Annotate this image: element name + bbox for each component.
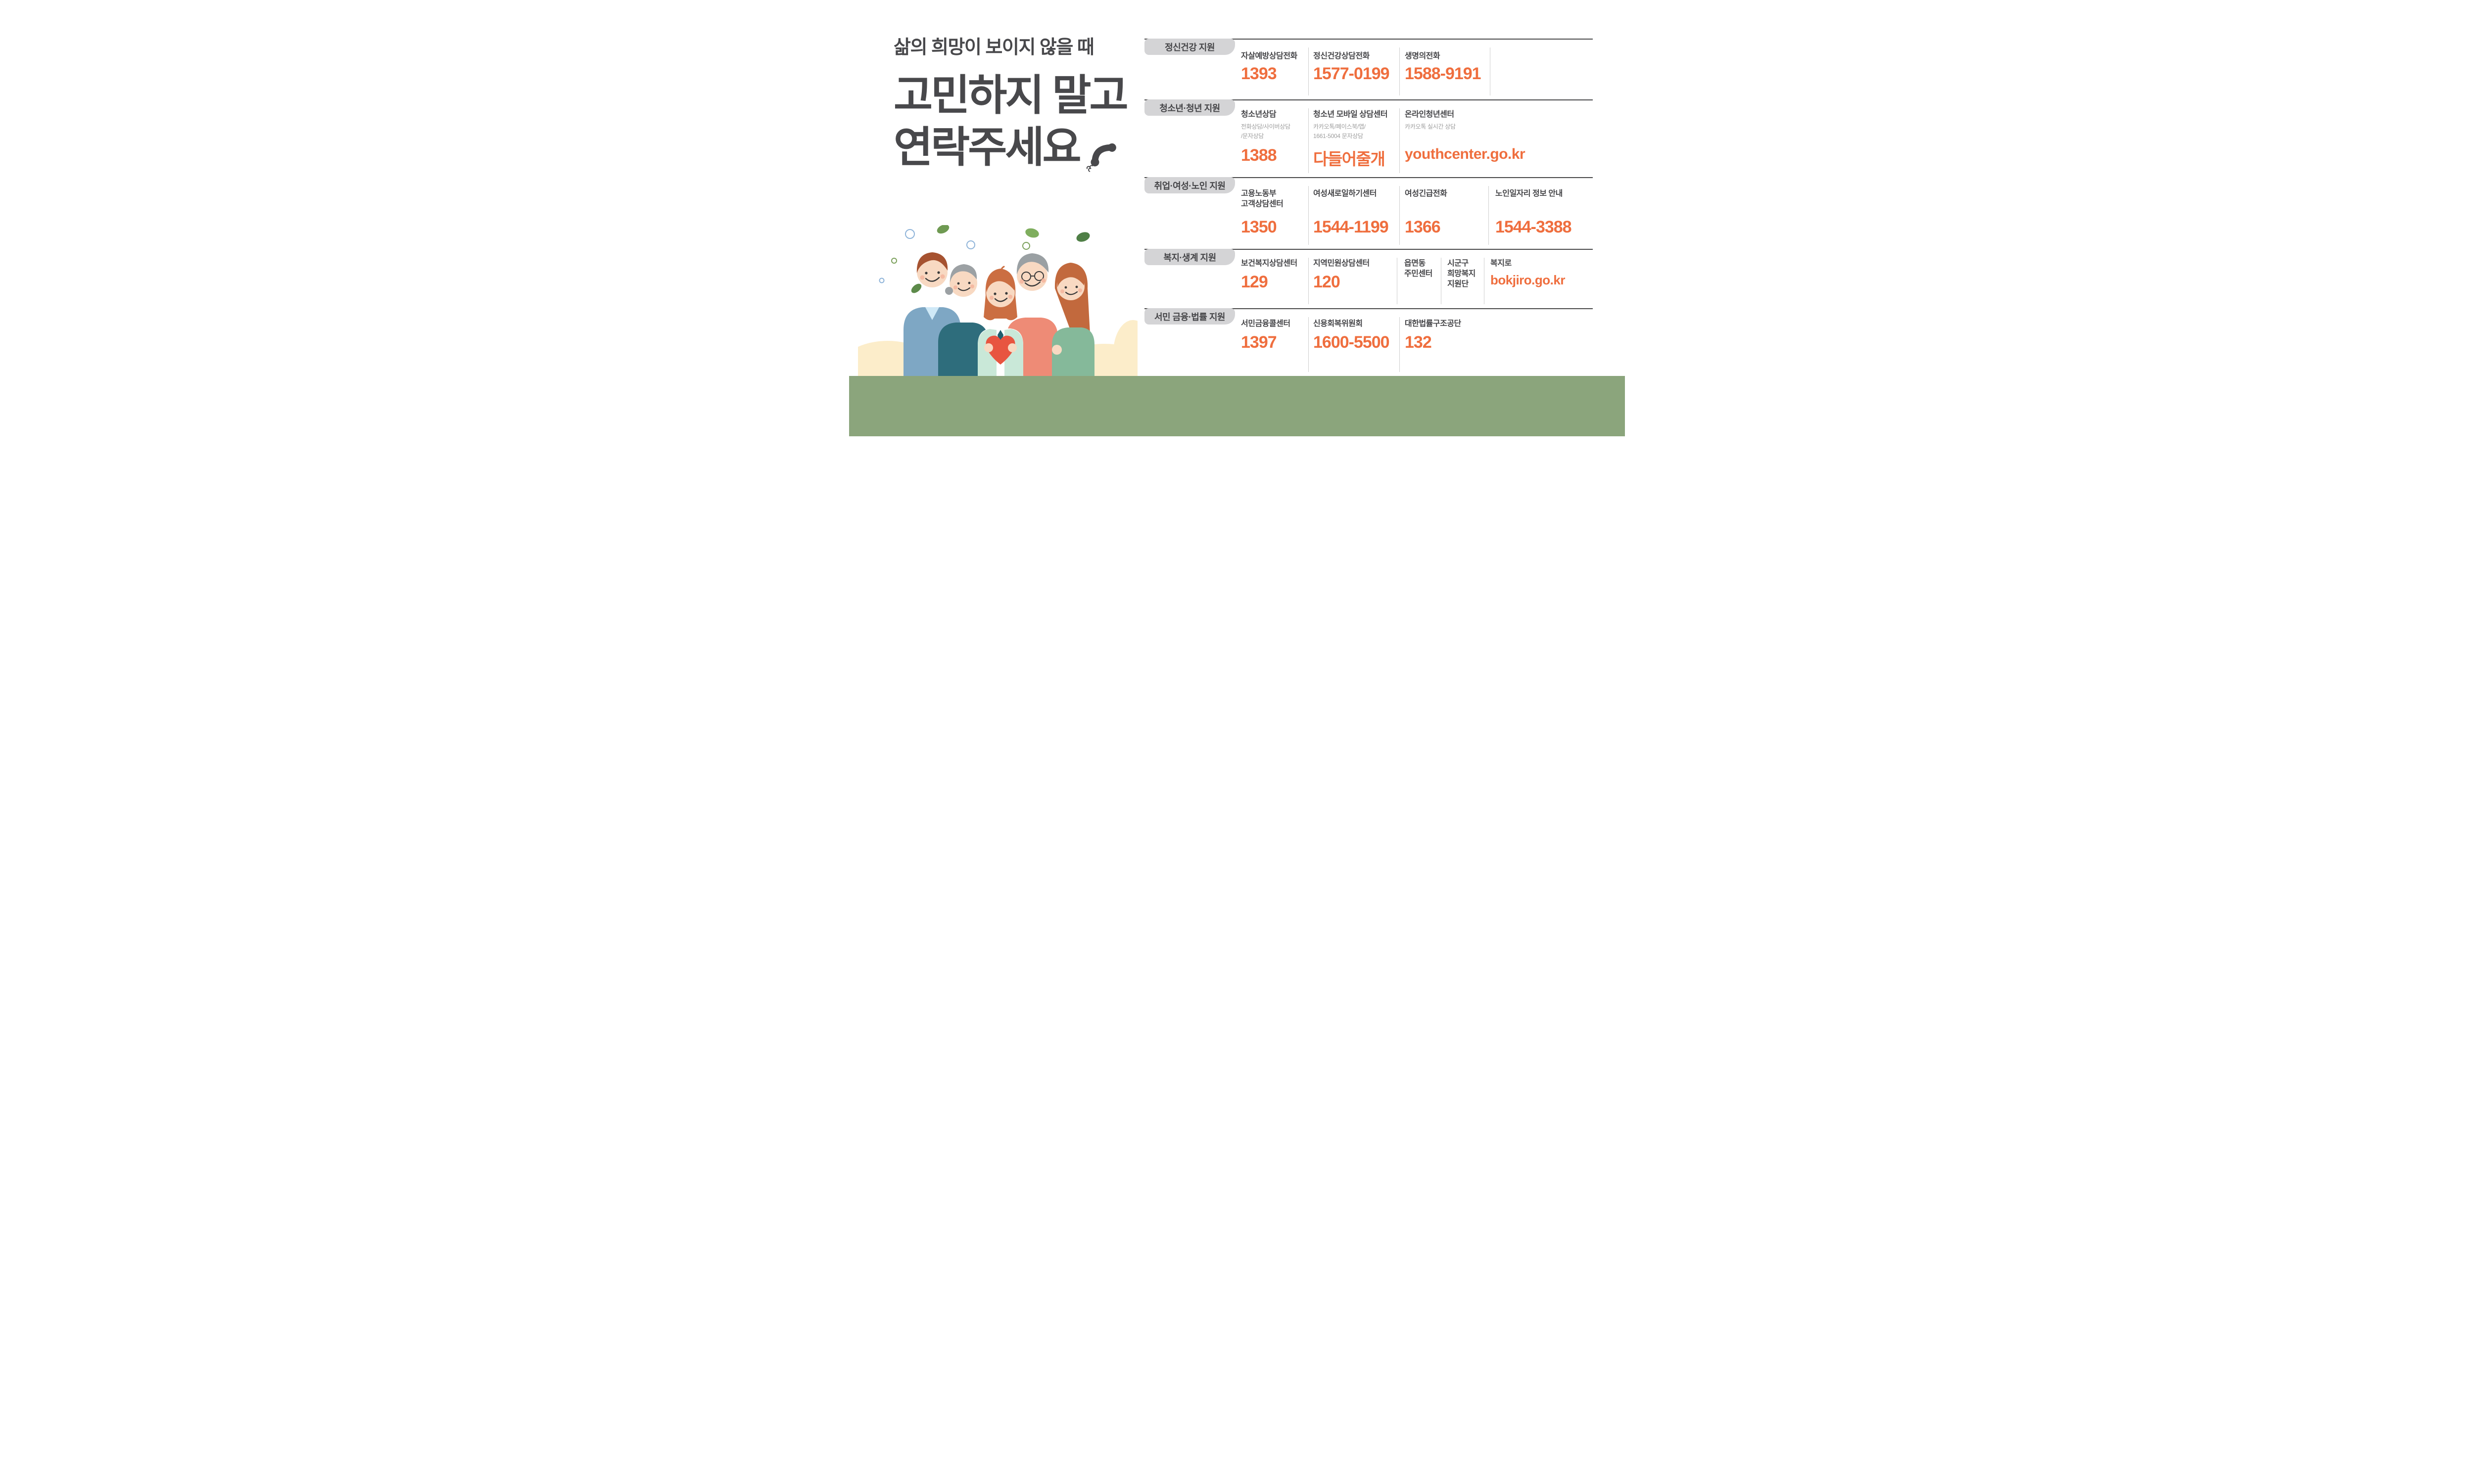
- column-label: 신용회복위원회: [1313, 320, 1363, 328]
- column-value: 132: [1405, 333, 1432, 352]
- column-label: 고용노동부 고객상담센터: [1241, 189, 1284, 209]
- column-label: 청소년상담: [1241, 110, 1277, 119]
- column-divider: [1399, 186, 1400, 245]
- person-young-woman: [1052, 263, 1094, 376]
- column-value: 1544-1199: [1313, 218, 1389, 236]
- column-value: 1350: [1241, 218, 1277, 236]
- column-value: youthcenter.go.kr: [1405, 146, 1525, 162]
- section-tab: 서민 금융·법률 지원: [1144, 308, 1235, 325]
- headline: 삶의 희망이 보이지 않을 때 고민하지 말고 연락주세요: [894, 32, 1129, 174]
- heart-icon: [986, 335, 1015, 365]
- column-sub-label: 전화상담/사이버상담 /문자상담: [1241, 123, 1290, 139]
- column-divider: [1308, 258, 1309, 304]
- phone-handset-icon: [1085, 139, 1120, 179]
- column-value: 1600-5500: [1313, 333, 1390, 352]
- column-value: 1388: [1241, 146, 1277, 165]
- column-value: 120: [1313, 273, 1340, 291]
- footer: 보건복지부Ministry of Health and Welfare 한국생명…: [849, 376, 1625, 436]
- headline-line3: 연락주세요: [894, 123, 1082, 171]
- column-label: 대한법률구조공단: [1405, 320, 1461, 328]
- family-illustration: [849, 224, 1156, 398]
- column-divider: [1488, 186, 1489, 245]
- column-value: 1366: [1405, 218, 1441, 236]
- person-girl-with-heart: [978, 266, 1023, 376]
- column-label: 복지로: [1490, 259, 1512, 268]
- column-value: 1577-0199: [1313, 64, 1390, 83]
- column-value: 129: [1241, 273, 1268, 291]
- column-label: 정신건강상담전화: [1313, 52, 1370, 60]
- section-tab: 복지·생계 지원: [1144, 249, 1235, 265]
- column-value: bokjiro.go.kr: [1490, 273, 1565, 287]
- column-value: 1397: [1241, 333, 1277, 352]
- column-divider: [1308, 317, 1309, 372]
- column-value: 1588-9191: [1405, 64, 1481, 83]
- section-tab: 취업·여성·노인 지원: [1144, 177, 1235, 193]
- section-tab: 청소년·청년 지원: [1144, 99, 1235, 116]
- column-label: 여성긴급전화: [1405, 189, 1447, 198]
- section-top-rule: [1144, 249, 1593, 250]
- column-divider: [1308, 47, 1309, 95]
- section-tab: 정신건강 지원: [1144, 39, 1235, 55]
- column-label: 시군구 희망복지 지원단: [1447, 259, 1475, 289]
- column-divider: [1308, 186, 1309, 245]
- column-label: 청소년 모바일 상담센터: [1313, 110, 1388, 119]
- column-divider: [1399, 47, 1400, 95]
- headline-sub: 삶의 희망이 보이지 않을 때: [894, 37, 1094, 58]
- column-label: 서민금융콜센터: [1241, 320, 1290, 328]
- column-sub-label: 카카오톡 실시간 상담: [1405, 123, 1456, 130]
- leaf-icon: [937, 224, 950, 234]
- section-top-rule: [1144, 39, 1593, 40]
- section-top-rule: [1144, 308, 1593, 309]
- column-label: 읍면동 주민센터: [1404, 259, 1432, 278]
- column-label: 노인일자리 정보 안내: [1495, 189, 1563, 198]
- column-value: 다들어줄개: [1313, 150, 1385, 168]
- column-divider: [1399, 108, 1400, 173]
- headline-line2: 고민하지 말고: [894, 72, 1129, 119]
- column-divider: [1308, 108, 1309, 173]
- column-value: 1544-3388: [1495, 218, 1572, 236]
- column-label: 생명의전화: [1405, 52, 1440, 60]
- column-label: 지역민원상담센터: [1313, 259, 1370, 268]
- column-label: 자살예방상담전화: [1241, 52, 1297, 60]
- column-sub-label: 카카오톡/페이스북/앱/ 1661-5004 문자상담: [1313, 123, 1366, 139]
- section-top-rule: [1144, 177, 1593, 178]
- column-label: 여성새로일하기센터: [1313, 189, 1377, 198]
- poster: 삶의 희망이 보이지 않을 때 고민하지 말고 연락주세요: [849, 0, 1625, 436]
- person-older-woman: [938, 264, 989, 376]
- section-top-rule: [1144, 99, 1593, 100]
- column-label: 온라인청년센터: [1405, 110, 1454, 119]
- column-value: 1393: [1241, 64, 1277, 83]
- column-divider: [1399, 317, 1400, 372]
- column-label: 보건복지상담센터: [1241, 259, 1297, 268]
- bubble-icon: [905, 229, 915, 239]
